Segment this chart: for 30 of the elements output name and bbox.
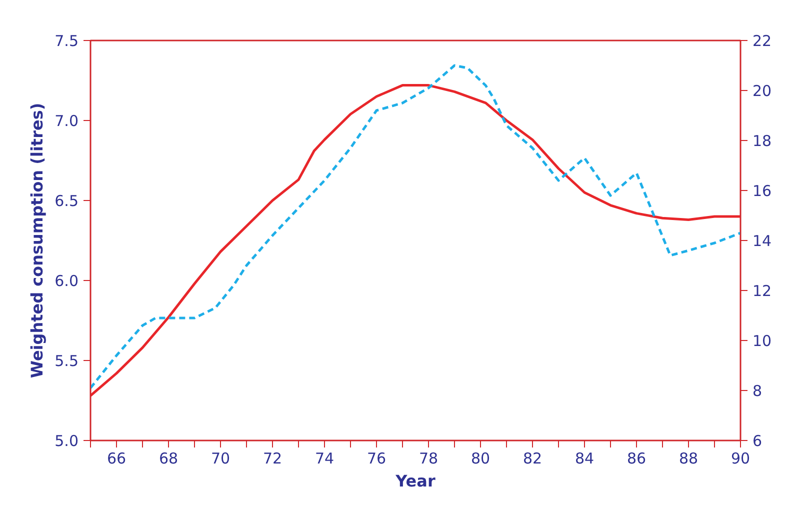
x-tick-label: 80: [470, 450, 490, 468]
y2-tick-label: 8: [752, 382, 762, 400]
x-tick-label: 86: [626, 450, 646, 468]
y-tick-label: 6.5: [54, 192, 79, 210]
y-tick-label: 6.0: [54, 272, 79, 290]
x-tick-label: 66: [106, 450, 126, 468]
y2-tick-label: 10: [752, 332, 772, 350]
y2-tick-label: 12: [752, 282, 772, 300]
x-tick-label: 82: [522, 450, 542, 468]
y2-tick-label: 6: [752, 432, 762, 450]
x-tick-label: 74: [314, 450, 334, 468]
y-tick-label: 5.0: [54, 432, 79, 450]
x-tick-label: 90: [730, 450, 750, 468]
y2-tick-label: 18: [752, 132, 772, 150]
y2-tick-label: 20: [752, 82, 772, 100]
x-tick-label: 72: [262, 450, 282, 468]
y2-tick-label: 22: [752, 32, 772, 50]
x-axis-title: Year: [394, 472, 436, 490]
x-tick-label: 70: [210, 450, 230, 468]
x-tick-label: 76: [366, 450, 386, 468]
y-tick-label: 5.5: [54, 352, 79, 370]
x-tick-label: 68: [158, 450, 178, 468]
y2-tick-label: 14: [752, 232, 772, 250]
x-tick-label: 88: [678, 450, 698, 468]
y2-tick-label: 16: [752, 182, 772, 200]
y-tick-label: 7.0: [54, 112, 79, 130]
x-tick-label: 84: [574, 450, 594, 468]
y-axis-title: Weighted consumption (litres): [28, 102, 47, 378]
x-tick-label: 78: [418, 450, 438, 468]
y-tick-label: 7.5: [54, 32, 79, 50]
